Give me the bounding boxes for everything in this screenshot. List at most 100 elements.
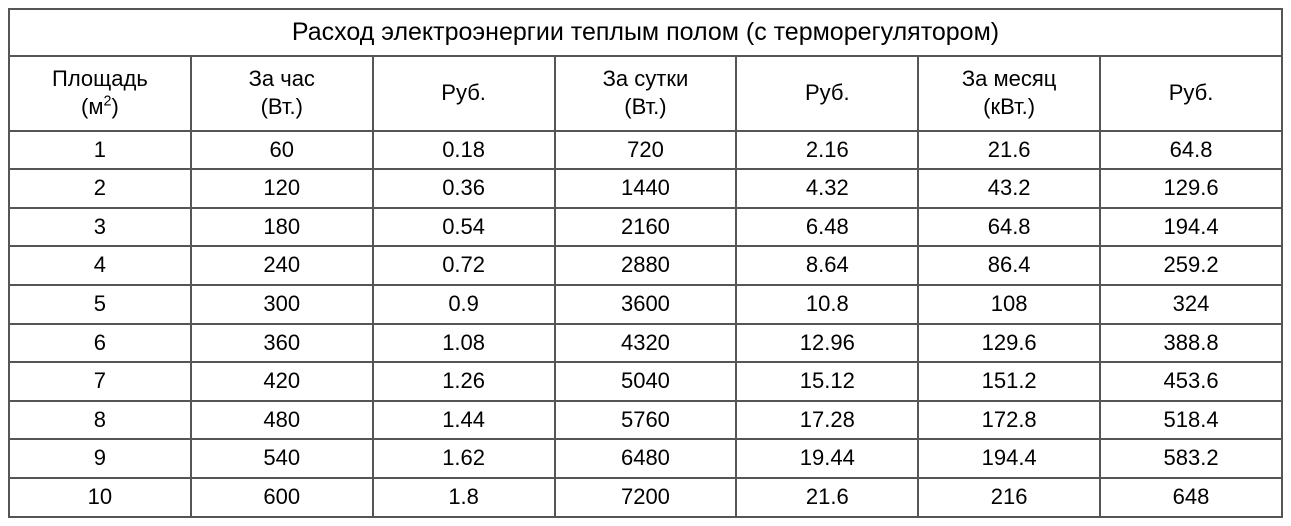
cell: 1.26	[373, 362, 555, 401]
cell: 5	[9, 285, 191, 324]
table-row: 6 360 1.08 4320 12.96 129.6 388.8	[9, 324, 1282, 363]
cell: 6	[9, 324, 191, 363]
cell: 2880	[555, 246, 737, 285]
title-row: Расход электроэнергии теплым полом (с те…	[9, 9, 1282, 56]
cell: 720	[555, 131, 737, 170]
cell: 1.08	[373, 324, 555, 363]
col-header-day-line2: (Вт.)	[624, 94, 666, 119]
col-header-rub-day: Руб.	[736, 56, 918, 131]
header-row: Площадь (м2) За час (Вт.) Руб. За сутки …	[9, 56, 1282, 131]
col-header-area-line2-post: )	[111, 94, 118, 119]
cell: 600	[191, 478, 373, 517]
cell: 1.8	[373, 478, 555, 517]
cell: 8.64	[736, 246, 918, 285]
table-row: 2 120 0.36 1440 4.32 43.2 129.6	[9, 169, 1282, 208]
cell: 129.6	[918, 324, 1100, 363]
table-row: 5 300 0.9 3600 10.8 108 324	[9, 285, 1282, 324]
cell: 540	[191, 439, 373, 478]
cell: 648	[1100, 478, 1282, 517]
cell: 194.4	[1100, 208, 1282, 247]
cell: 10.8	[736, 285, 918, 324]
col-header-month-line2: (кВт.)	[983, 94, 1035, 119]
cell: 453.6	[1100, 362, 1282, 401]
table-row: 7 420 1.26 5040 15.12 151.2 453.6	[9, 362, 1282, 401]
table-row: 1 60 0.18 720 2.16 21.6 64.8	[9, 131, 1282, 170]
cell: 4.32	[736, 169, 918, 208]
cell: 0.36	[373, 169, 555, 208]
cell: 216	[918, 478, 1100, 517]
cell: 3	[9, 208, 191, 247]
cell: 21.6	[918, 131, 1100, 170]
cell: 17.28	[736, 401, 918, 440]
cell: 1.44	[373, 401, 555, 440]
cell: 259.2	[1100, 246, 1282, 285]
cell: 43.2	[918, 169, 1100, 208]
cell: 2160	[555, 208, 737, 247]
col-header-day: За сутки (Вт.)	[555, 56, 737, 131]
cell: 64.8	[918, 208, 1100, 247]
col-header-day-line1: За сутки	[603, 66, 689, 91]
cell: 5040	[555, 362, 737, 401]
col-header-month: За месяц (кВт.)	[918, 56, 1100, 131]
col-header-hour: За час (Вт.)	[191, 56, 373, 131]
cell: 19.44	[736, 439, 918, 478]
cell: 480	[191, 401, 373, 440]
col-header-hour-line2: (Вт.)	[261, 94, 303, 119]
cell: 3600	[555, 285, 737, 324]
col-header-area-line1: Площадь	[52, 66, 148, 91]
col-header-rub-month: Руб.	[1100, 56, 1282, 131]
cell: 64.8	[1100, 131, 1282, 170]
table-title: Расход электроэнергии теплым полом (с те…	[9, 9, 1282, 56]
cell: 324	[1100, 285, 1282, 324]
cell: 15.12	[736, 362, 918, 401]
col-header-hour-line1: За час	[249, 66, 315, 91]
cell: 5760	[555, 401, 737, 440]
cell: 8	[9, 401, 191, 440]
cell: 180	[191, 208, 373, 247]
cell: 6480	[555, 439, 737, 478]
cell: 9	[9, 439, 191, 478]
table-row: 4 240 0.72 2880 8.64 86.4 259.2	[9, 246, 1282, 285]
table-row: 10 600 1.8 7200 21.6 216 648	[9, 478, 1282, 517]
cell: 0.18	[373, 131, 555, 170]
cell: 300	[191, 285, 373, 324]
col-header-area-line2-pre: (м	[81, 94, 103, 119]
cell: 0.72	[373, 246, 555, 285]
cell: 4320	[555, 324, 737, 363]
cell: 6.48	[736, 208, 918, 247]
cell: 86.4	[918, 246, 1100, 285]
cell: 21.6	[736, 478, 918, 517]
energy-consumption-table: Расход электроэнергии теплым полом (с те…	[8, 8, 1283, 518]
col-header-area: Площадь (м2)	[9, 56, 191, 131]
cell: 1440	[555, 169, 737, 208]
cell: 194.4	[918, 439, 1100, 478]
cell: 388.8	[1100, 324, 1282, 363]
cell: 172.8	[918, 401, 1100, 440]
cell: 2.16	[736, 131, 918, 170]
table-row: 8 480 1.44 5760 17.28 172.8 518.4	[9, 401, 1282, 440]
cell: 12.96	[736, 324, 918, 363]
cell: 120	[191, 169, 373, 208]
cell: 4	[9, 246, 191, 285]
cell: 1.62	[373, 439, 555, 478]
table-row: 9 540 1.62 6480 19.44 194.4 583.2	[9, 439, 1282, 478]
table-row: 3 180 0.54 2160 6.48 64.8 194.4	[9, 208, 1282, 247]
cell: 1	[9, 131, 191, 170]
cell: 10	[9, 478, 191, 517]
cell: 7200	[555, 478, 737, 517]
cell: 129.6	[1100, 169, 1282, 208]
cell: 240	[191, 246, 373, 285]
cell: 0.9	[373, 285, 555, 324]
cell: 518.4	[1100, 401, 1282, 440]
col-header-month-line1: За месяц	[962, 66, 1057, 91]
cell: 60	[191, 131, 373, 170]
cell: 7	[9, 362, 191, 401]
cell: 360	[191, 324, 373, 363]
cell: 151.2	[918, 362, 1100, 401]
cell: 108	[918, 285, 1100, 324]
cell: 583.2	[1100, 439, 1282, 478]
cell: 2	[9, 169, 191, 208]
cell: 420	[191, 362, 373, 401]
cell: 0.54	[373, 208, 555, 247]
col-header-rub-hour: Руб.	[373, 56, 555, 131]
